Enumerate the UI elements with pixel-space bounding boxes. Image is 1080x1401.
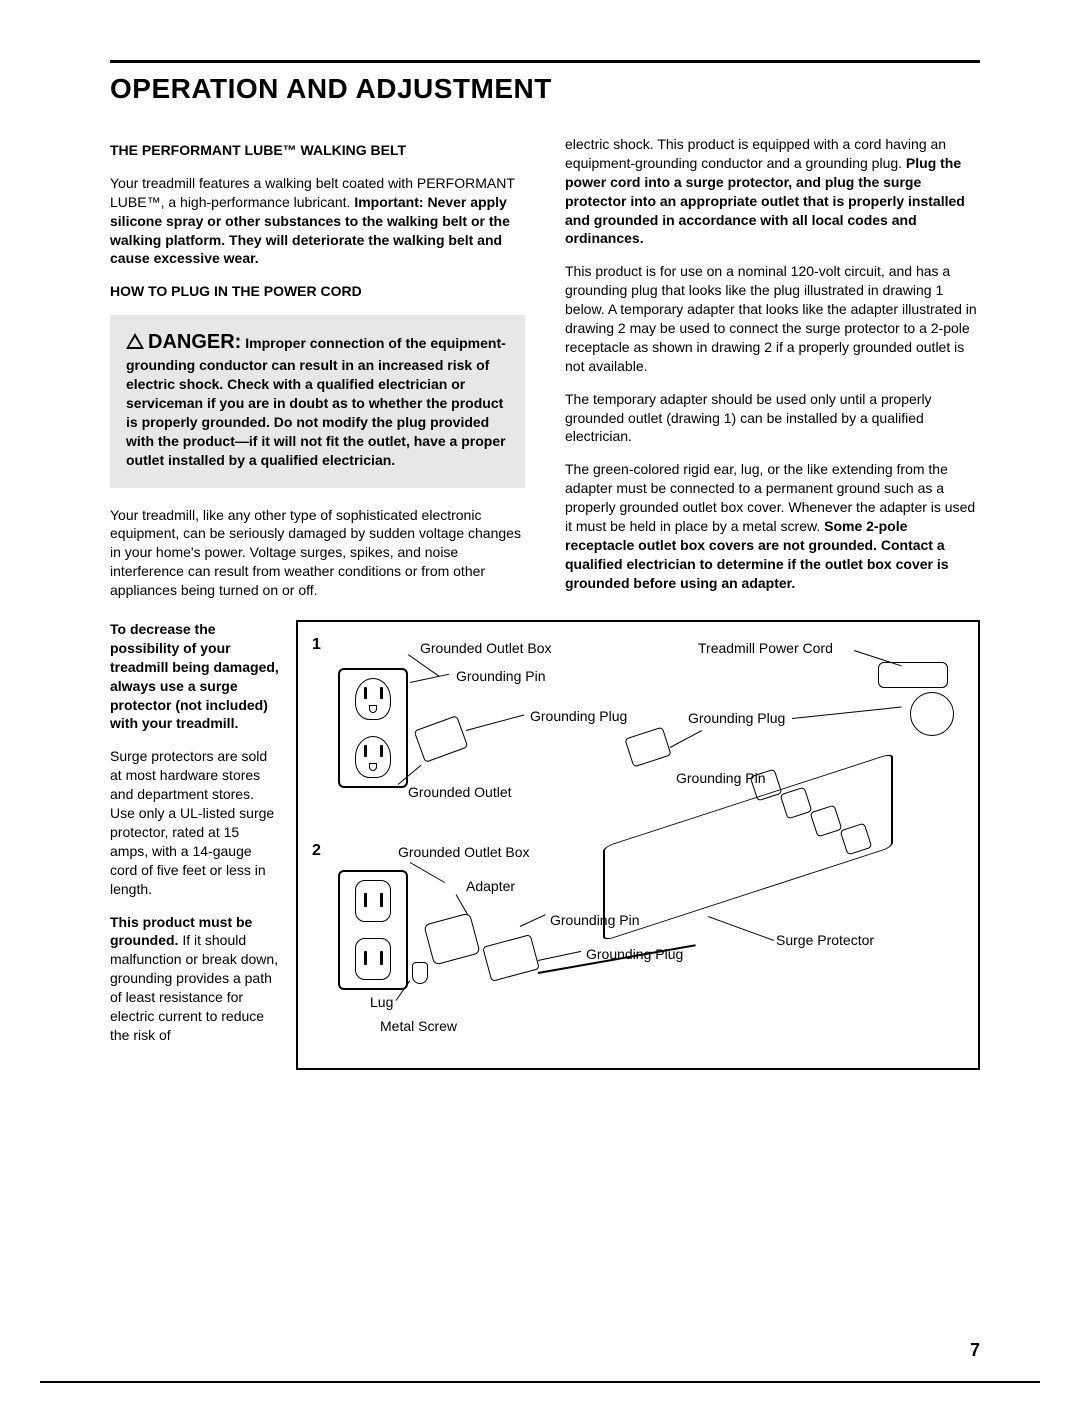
treadmill-plug [910,692,954,736]
label-lug: Lug [370,994,393,1010]
leader-line [408,654,440,677]
label-metal-screw: Metal Screw [380,1018,457,1034]
warning-triangle-icon [126,333,144,349]
left-narrow-column: To decrease the possibility of your trea… [110,620,280,1070]
surge-wall-plug [624,727,671,768]
leader-line [792,707,902,719]
decrease-bold: To decrease the possibility of your trea… [110,621,279,731]
plug-into-adapter [482,934,540,982]
diagram-number-1: 1 [312,636,321,654]
left-column: THE PERFORMANT LUBE™ WALKING BELT Your t… [110,135,525,614]
leader-line [708,916,774,941]
leader-line [410,674,449,683]
label-grounding-plug-1: Grounding Plug [530,708,627,724]
outlet-socket-1a [355,678,391,720]
label-treadmill-cord: Treadmill Power Cord [698,640,833,656]
danger-title: DANGER: [148,331,241,353]
danger-box: DANGER: Improper connection of the equip… [110,315,525,487]
leader-line [854,650,902,666]
para-belt: Your treadmill features a walking belt c… [110,174,525,268]
label-grounding-pin-2: Grounding Pin [676,770,766,786]
heading-plug: HOW TO PLUG IN THE POWER CORD [110,282,525,301]
para-shock: electric shock. This product is equipped… [565,135,980,248]
danger-body: Improper connection of the equipment-gro… [126,335,506,467]
para-grounded: This product must be grounded. If it sho… [110,913,280,1045]
label-grounded-outlet: Grounded Outlet [408,784,512,800]
page-title: OPERATION AND ADJUSTMENT [110,60,980,105]
label-adapter: Adapter [466,878,515,894]
para-temp-adapter: The temporary adapter should be used onl… [565,390,980,447]
surge-intro-text: Your treadmill, like any other type of s… [110,507,521,599]
label-grounding-plug-2: Grounding Plug [688,710,785,726]
leader-line [410,862,445,883]
leader-line [538,951,581,961]
diagram-number-2: 2 [312,842,321,860]
footer-rule [40,1381,1040,1383]
adapter-body [423,913,480,966]
page-number: 7 [970,1340,980,1361]
para-120v: This product is for use on a nominal 120… [565,262,980,375]
plug-1 [414,715,469,763]
wiring-diagram: 1 Grounded Outlet Box Grounding Pin Grou… [296,620,980,1070]
para-surge-intro: Your treadmill, like any other type of s… [110,506,525,600]
heading-belt: THE PERFORMANT LUBE™ WALKING BELT [110,141,525,160]
upper-columns: THE PERFORMANT LUBE™ WALKING BELT Your t… [110,135,980,614]
outlet-socket-2a [355,880,391,922]
para-green-lug: The green-colored rigid ear, lug, or the… [565,460,980,592]
shock-text: electric shock. This product is equipped… [565,136,946,171]
para-decrease: To decrease the possibility of your trea… [110,620,280,733]
para-surge-stores: Surge protectors are sold at most hardwa… [110,747,280,898]
label-grounding-pin-1: Grounding Pin [456,668,546,684]
outlet-box-2 [338,870,408,990]
outlet-box-1 [338,668,408,788]
leader-line [466,715,524,731]
leader-line [456,894,469,915]
right-column: electric shock. This product is equipped… [565,135,980,614]
treadmill-cord [878,662,948,688]
lug-text: The green-colored rigid ear, lug, or the… [565,461,975,534]
label-grounded-outlet-box-1: Grounded Outlet Box [420,640,552,656]
label-grounding-pin-3: Grounding Pin [550,912,640,928]
grounded-text: If it should malfunction or break down, … [110,932,278,1042]
lug [412,962,428,984]
label-surge-protector: Surge Protector [776,932,874,948]
outlet-socket-1b [355,736,391,778]
leader-line [520,914,546,927]
outlet-socket-2b [355,938,391,980]
lower-section: To decrease the possibility of your trea… [110,620,980,1070]
leader-line [670,730,702,748]
label-grounded-outlet-box-2: Grounded Outlet Box [398,844,530,860]
